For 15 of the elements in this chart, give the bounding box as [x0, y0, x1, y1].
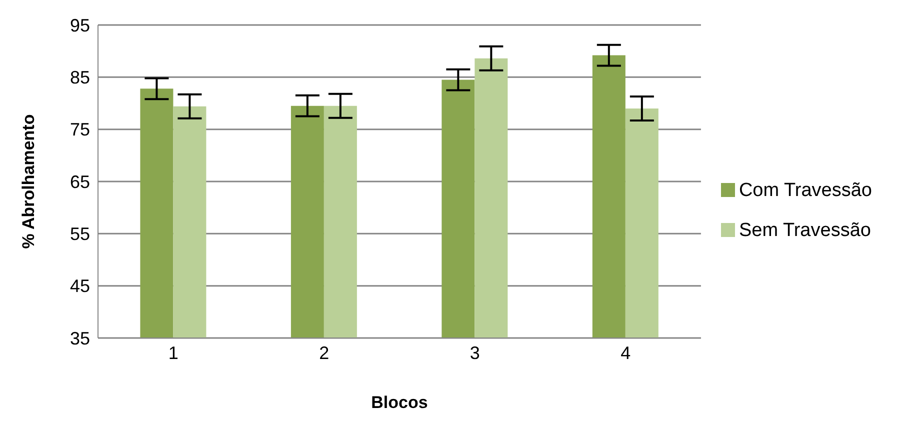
x-tick-label: 1 — [168, 342, 178, 363]
y-tick-label: 45 — [70, 276, 90, 296]
legend-label: Com Travessão — [738, 180, 872, 200]
y-tick-label: 85 — [70, 68, 90, 88]
legend-label: Sem Travessão — [738, 220, 871, 240]
y-axis-title: % Abrolhamento — [19, 114, 38, 249]
x-tick-label: 3 — [470, 342, 480, 363]
x-axis-title: Blocos — [371, 393, 428, 412]
x-tick-label: 2 — [319, 342, 330, 363]
y-tick-label: 75 — [70, 120, 90, 140]
x-tick-label: 4 — [620, 342, 631, 363]
y-tick-label: 55 — [70, 224, 90, 244]
y-tick-label: 65 — [70, 172, 90, 192]
y-tick-label: 35 — [70, 328, 90, 348]
y-tick-label: 95 — [70, 15, 90, 36]
